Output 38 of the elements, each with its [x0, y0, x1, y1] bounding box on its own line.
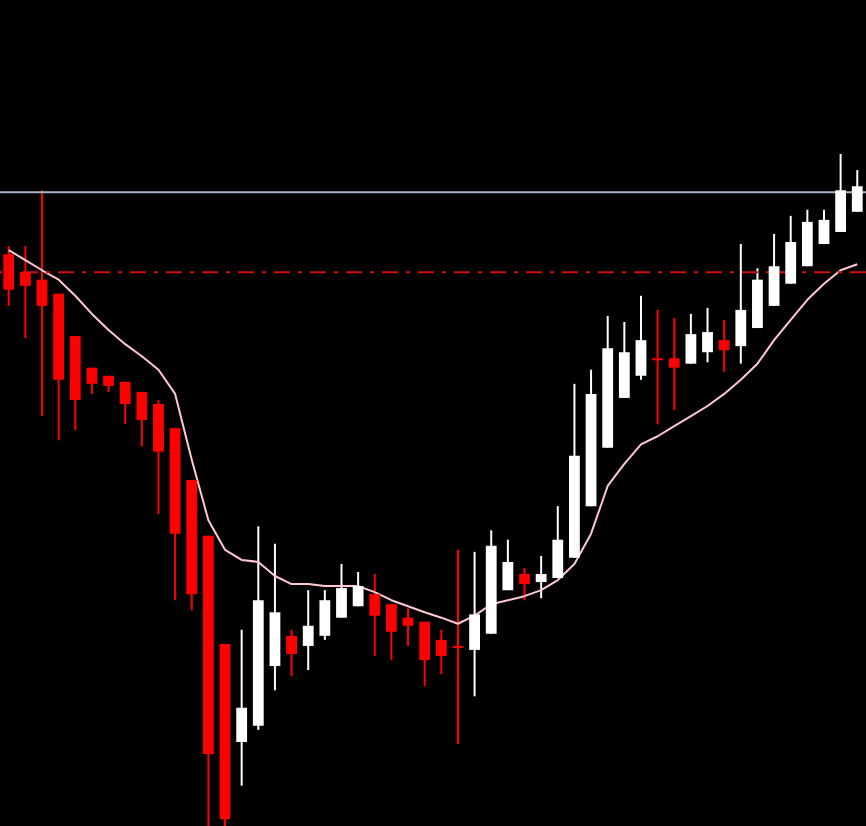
candlestick	[386, 603, 397, 662]
candlestick	[153, 398, 164, 516]
candlestick	[469, 550, 480, 698]
candlestick	[818, 208, 830, 246]
candlestick	[352, 570, 364, 608]
candlestick	[419, 620, 431, 688]
candlestick	[552, 505, 564, 580]
candlestick	[851, 169, 863, 213]
candlestick	[652, 308, 664, 426]
candlestick	[369, 573, 381, 657]
candlestick	[119, 380, 131, 426]
candlestick	[735, 243, 747, 365]
candlestick	[618, 321, 630, 399]
candlestick	[702, 306, 713, 364]
candlestick	[236, 628, 248, 787]
candlestick	[685, 312, 697, 365]
candlestick	[635, 294, 647, 381]
candlestick	[3, 245, 15, 307]
candlestick	[768, 232, 780, 307]
candlestick	[718, 318, 730, 373]
candlestick	[801, 208, 813, 268]
candlestick	[435, 628, 447, 676]
candlestick	[835, 154, 847, 233]
candlestick	[19, 245, 31, 340]
candlestick	[519, 566, 530, 602]
candlestick	[286, 628, 297, 678]
candlestick	[336, 562, 347, 619]
candlestick	[452, 548, 464, 746]
candlestick	[86, 366, 98, 395]
candlestick	[785, 214, 797, 285]
candlestick	[136, 390, 148, 448]
candlestick	[668, 316, 680, 412]
candlestick	[502, 538, 514, 592]
candlestick	[302, 589, 314, 672]
candlestick	[535, 554, 547, 600]
candlestick	[402, 607, 414, 647]
candlestick	[36, 189, 48, 418]
candlestick	[319, 589, 331, 641]
